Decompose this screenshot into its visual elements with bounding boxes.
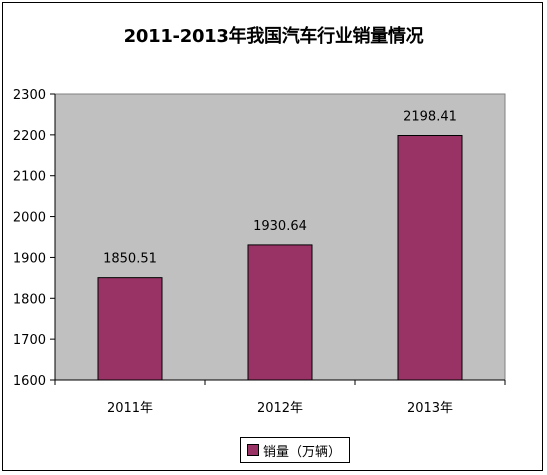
data-label: 1930.64 [253, 219, 307, 234]
y-tick-label: 2300 [13, 88, 46, 103]
y-tick-label: 2000 [13, 211, 46, 226]
y-tick-label: 2100 [13, 170, 46, 185]
y-tick-label: 1800 [13, 292, 46, 307]
x-tick-label: 2011年 [107, 401, 153, 416]
y-tick-label: 1600 [13, 374, 46, 389]
bar [247, 244, 313, 381]
y-tick-label: 1700 [13, 333, 46, 348]
legend-label: 销量（万辆） [263, 444, 342, 460]
x-tick-label: 2013年 [407, 401, 453, 416]
legend-swatch [247, 444, 259, 456]
bar [397, 135, 463, 381]
y-tick-label: 1900 [13, 251, 46, 266]
legend: 销量（万辆） [240, 437, 351, 463]
data-label: 2198.41 [403, 110, 457, 125]
data-label: 1850.51 [103, 252, 157, 267]
bar [97, 277, 163, 381]
x-tick-label: 2012年 [257, 401, 303, 416]
y-tick-label: 2200 [13, 129, 46, 144]
chart-title: 2011-2013年我国汽车行业销量情况 [123, 26, 424, 47]
